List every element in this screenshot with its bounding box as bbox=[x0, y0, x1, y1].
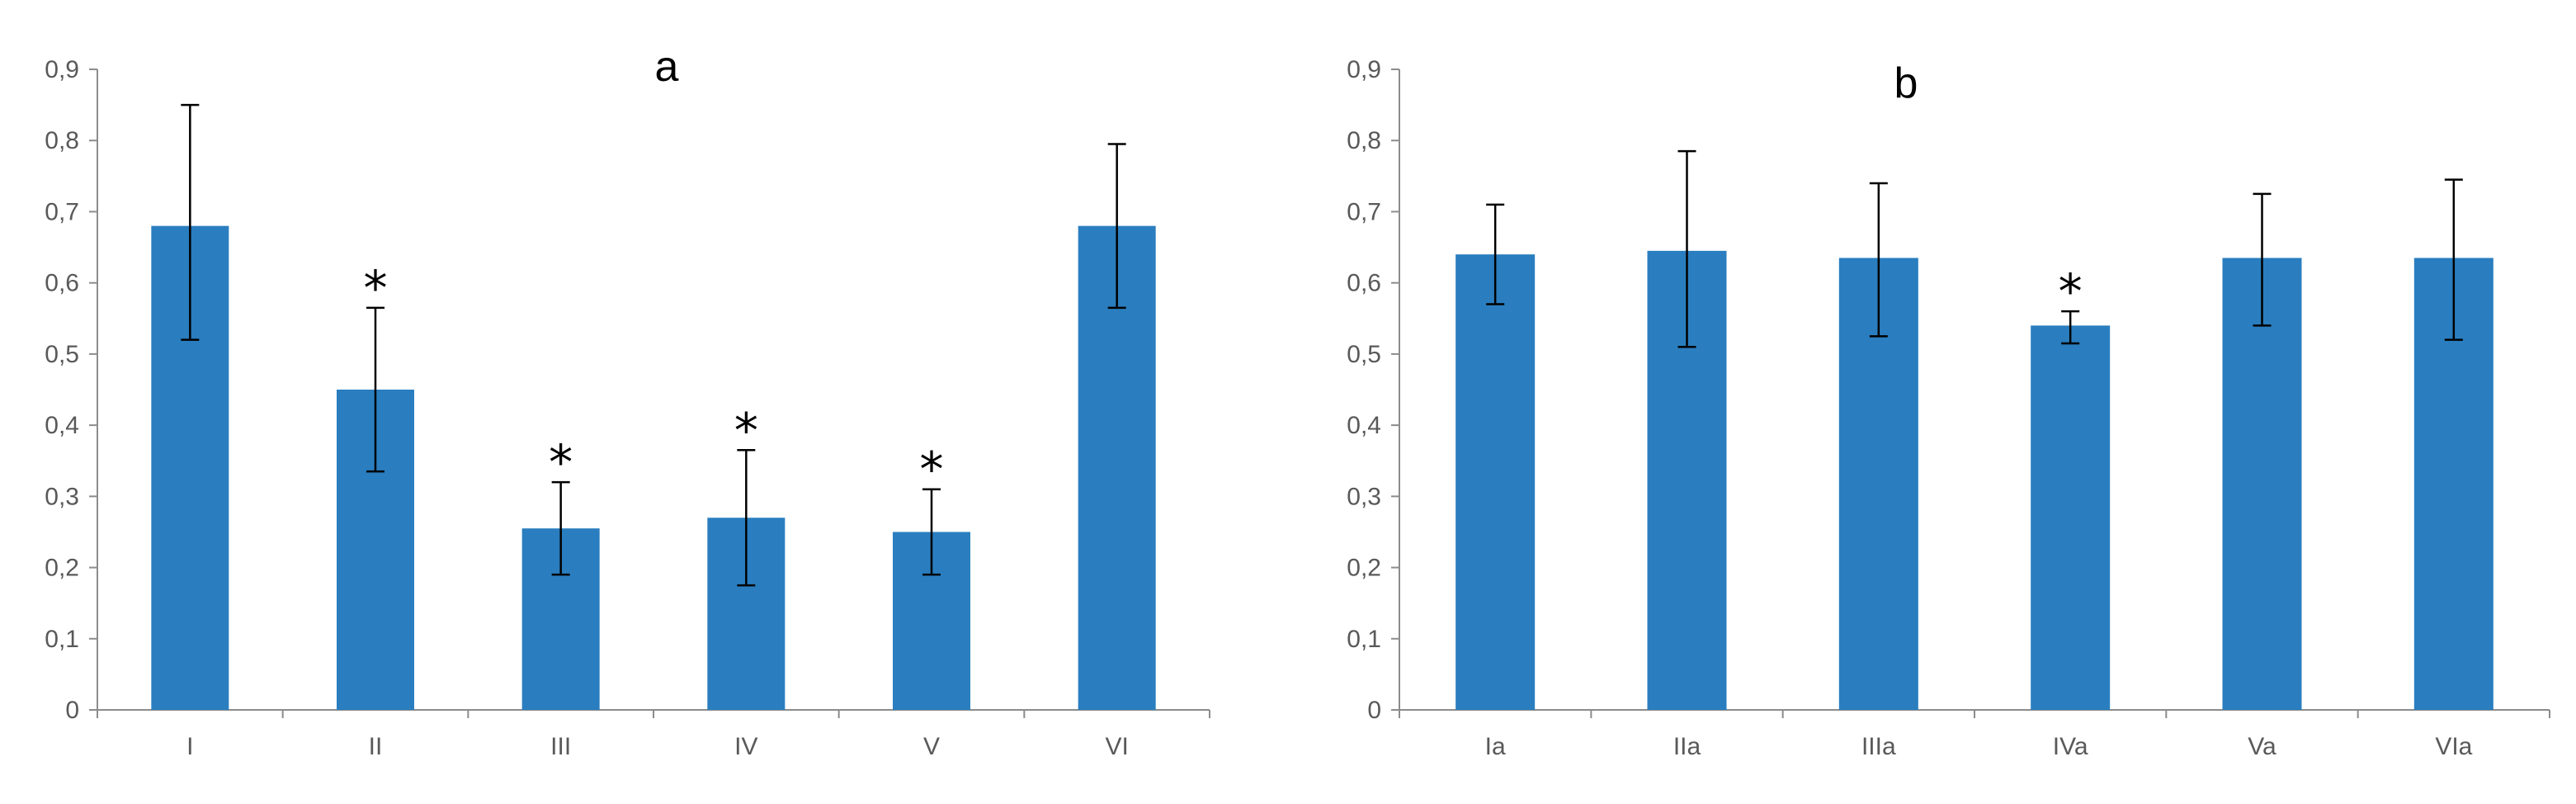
y-tick-label: 0,1 bbox=[1347, 626, 1381, 653]
x-tick-label-I: I bbox=[186, 733, 193, 760]
panel-title: a bbox=[655, 43, 679, 91]
y-tick-label: 0,8 bbox=[45, 127, 79, 154]
y-tick-label: 0,4 bbox=[45, 412, 79, 439]
y-tick-label: 0 bbox=[1367, 697, 1381, 724]
x-tick-label-VIa: VIa bbox=[2435, 733, 2472, 760]
x-tick-label-Ia: Ia bbox=[1485, 733, 1506, 760]
y-tick-label: 0,2 bbox=[45, 555, 79, 582]
significance-star-III: * bbox=[549, 434, 573, 490]
y-tick-label: 0,6 bbox=[45, 270, 79, 297]
bar-Va bbox=[2222, 258, 2302, 710]
y-tick-label: 0,5 bbox=[45, 341, 79, 368]
significance-star-V: * bbox=[920, 442, 944, 498]
bar-IVa bbox=[2031, 325, 2111, 710]
significance-star-IVa: * bbox=[2059, 263, 2083, 319]
x-tick-label-Va: Va bbox=[2248, 733, 2276, 760]
bar-Ia bbox=[1455, 254, 1536, 711]
x-tick-label-IV: IV bbox=[734, 733, 757, 760]
y-tick-label: 0 bbox=[65, 697, 79, 724]
chart-panel-a: 00,10,20,30,40,50,60,70,80,9I II*III*IV*V… bbox=[45, 43, 1210, 760]
y-tick-label: 0,5 bbox=[1347, 341, 1381, 368]
y-tick-label: 0,7 bbox=[1347, 198, 1381, 225]
x-tick-label-V: V bbox=[923, 733, 940, 760]
x-tick-label-III: III bbox=[550, 733, 571, 760]
significance-star-II: * bbox=[364, 260, 388, 316]
chart-panel-b: 0 0,1 0,2 0,3 0,4 0,5 0,6 0,7 0,8 0,9 Ia IIa IIIa IVa… bbox=[1347, 56, 2550, 760]
y-tick-label: 0,3 bbox=[45, 483, 79, 510]
y-tick-label: 0,9 bbox=[1347, 56, 1381, 83]
x-tick-label-IIIa: IIIa bbox=[1861, 733, 1896, 760]
y-tick-label: 0,4 bbox=[1347, 412, 1381, 439]
y-tick-label: 0,2 bbox=[1347, 555, 1381, 582]
y-tick-label: 0,3 bbox=[1347, 483, 1381, 510]
panel-title: b bbox=[1894, 59, 1918, 107]
x-tick-label-VI: VI bbox=[1105, 733, 1128, 760]
significance-star-IV: * bbox=[734, 402, 758, 458]
x-tick-label-IVa: IVa bbox=[2053, 733, 2088, 760]
y-tick-label: 0,8 bbox=[1347, 127, 1381, 154]
y-tick-label: 0,9 bbox=[45, 56, 79, 83]
y-tick-label: 0,7 bbox=[45, 198, 79, 225]
x-tick-label-IIa: IIa bbox=[1673, 733, 1701, 760]
y-tick-label: 0,6 bbox=[1347, 270, 1381, 297]
x-tick-label-II: II bbox=[369, 733, 383, 760]
y-tick-label: 0,1 bbox=[45, 626, 79, 653]
